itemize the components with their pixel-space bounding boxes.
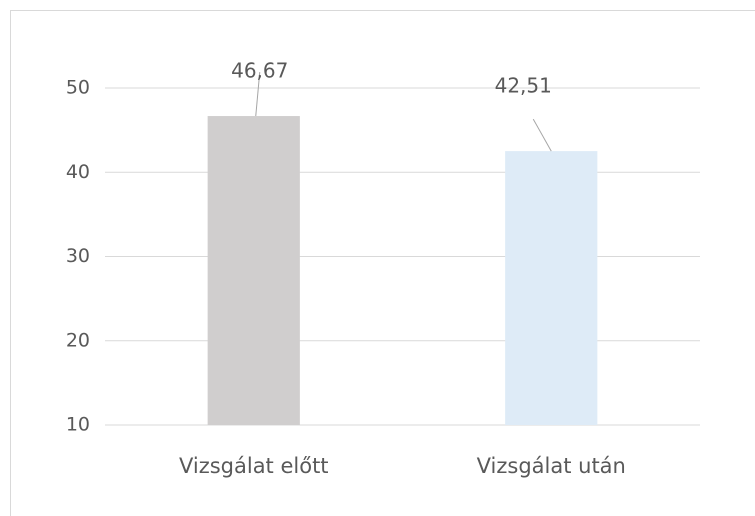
y-tick-label: 10 bbox=[66, 414, 90, 436]
x-tick-label: Vizsgálat után bbox=[477, 454, 626, 478]
leader-line bbox=[532, 118, 552, 152]
y-tick-label: 30 bbox=[66, 245, 90, 267]
data-label: 42,51 bbox=[495, 74, 552, 98]
y-tick-label: 20 bbox=[66, 329, 90, 351]
x-tick-label: Vizsgálat előtt bbox=[179, 454, 329, 478]
bar bbox=[207, 116, 300, 426]
bar bbox=[505, 151, 598, 425]
y-tick-label: 40 bbox=[66, 161, 90, 183]
chart-frame bbox=[10, 10, 755, 516]
leader-line bbox=[255, 72, 261, 117]
y-tick-label: 50 bbox=[66, 77, 90, 99]
data-label: 46,67 bbox=[231, 59, 288, 83]
